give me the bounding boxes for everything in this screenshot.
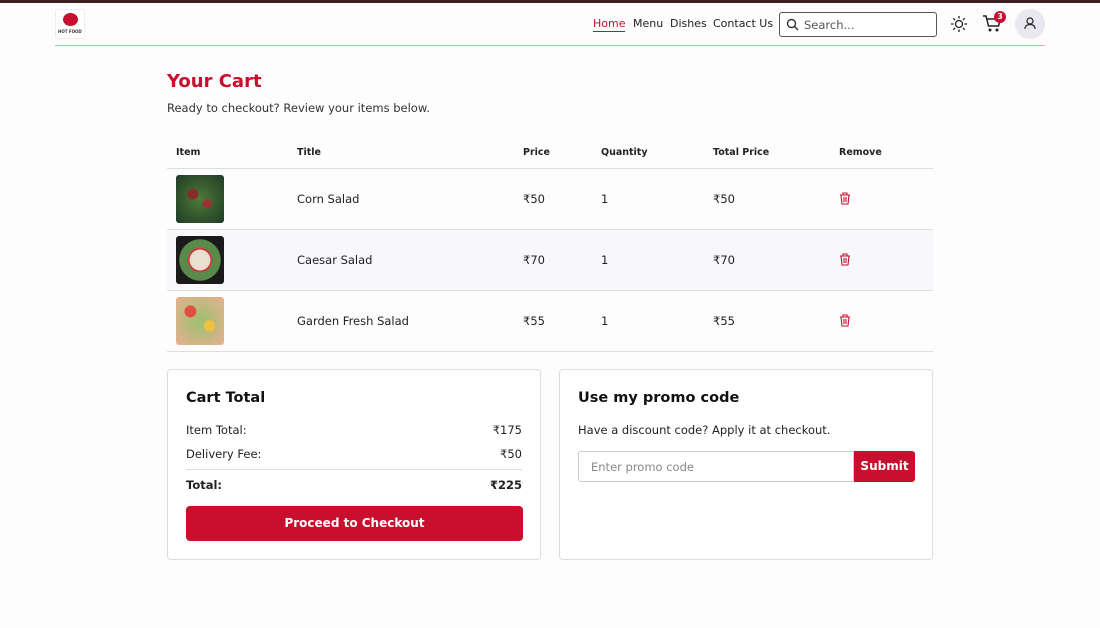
cart-badge: 3 [994,11,1006,23]
remove-button[interactable] [839,190,851,209]
table-row [167,169,933,230]
column-header: Price [523,147,550,158]
submit-button[interactable]: Submit [854,451,915,482]
cell: ₹50 [523,192,545,206]
logo-text: HOT FOOD [58,29,82,34]
item-image [176,236,224,284]
remove-button[interactable] [839,312,851,331]
nav-link[interactable]: Home [593,17,626,32]
cell: Caesar Salad [297,253,373,267]
avatar[interactable] [1015,9,1045,39]
search-placeholder: Search... [804,18,855,32]
column-header: Total Price [713,147,770,158]
card-title: Use my promo code [578,390,740,406]
promo-input[interactable]: Enter promo code [578,451,854,482]
card-title: Cart Total [186,390,266,406]
promo-text: Have a discount code? Apply it at checko… [578,423,831,437]
cell: Garden Fresh Salad [297,314,409,328]
column-header: Item [176,147,201,158]
label: Delivery Fee: [186,447,262,461]
cell: ₹50 [713,192,735,206]
cart-total-card: Cart Total Item Total: ₹175 Delivery Fee… [167,369,541,560]
promo-card: Use my promo code Have a discount code? … [559,369,933,560]
cell: ₹55 [523,314,545,328]
top-bar [0,0,1100,3]
search-box[interactable]: Search... [779,12,937,37]
nav-link[interactable]: Menu [633,17,664,30]
value: ₹175 [492,423,522,437]
item-image [176,175,224,223]
table-row [167,230,933,291]
column-header: Remove [839,147,882,158]
search-icon [786,18,799,31]
cell: ₹70 [713,253,735,267]
table-divider [167,168,933,169]
page-subtitle: Ready to checkout? Review your items bel… [167,101,430,115]
table-row [167,291,933,352]
cell: 1 [601,192,609,206]
value: ₹225 [489,478,522,492]
nav-divider [55,45,1045,46]
divider [186,469,522,470]
column-header: Quantity [601,147,648,158]
promo-placeholder: Enter promo code [591,460,694,474]
label: Item Total: [186,423,247,437]
item-image [176,297,224,345]
nav-link[interactable]: Dishes [670,17,707,30]
cell: ₹55 [713,314,735,328]
checkout-button[interactable]: Proceed to Checkout [186,506,523,541]
column-header: Title [297,147,321,158]
value: ₹50 [500,447,522,461]
cell: 1 [601,314,609,328]
cell: Corn Salad [297,192,360,206]
nav-link[interactable]: Contact Us [713,17,774,30]
theme-toggle[interactable] [951,16,967,32]
page-title: Your Cart [167,71,262,92]
remove-button[interactable] [839,251,851,270]
logo[interactable]: HOT FOOD [55,9,85,39]
cell: ₹70 [523,253,545,267]
label: Total: [186,478,223,492]
cell: 1 [601,253,609,267]
